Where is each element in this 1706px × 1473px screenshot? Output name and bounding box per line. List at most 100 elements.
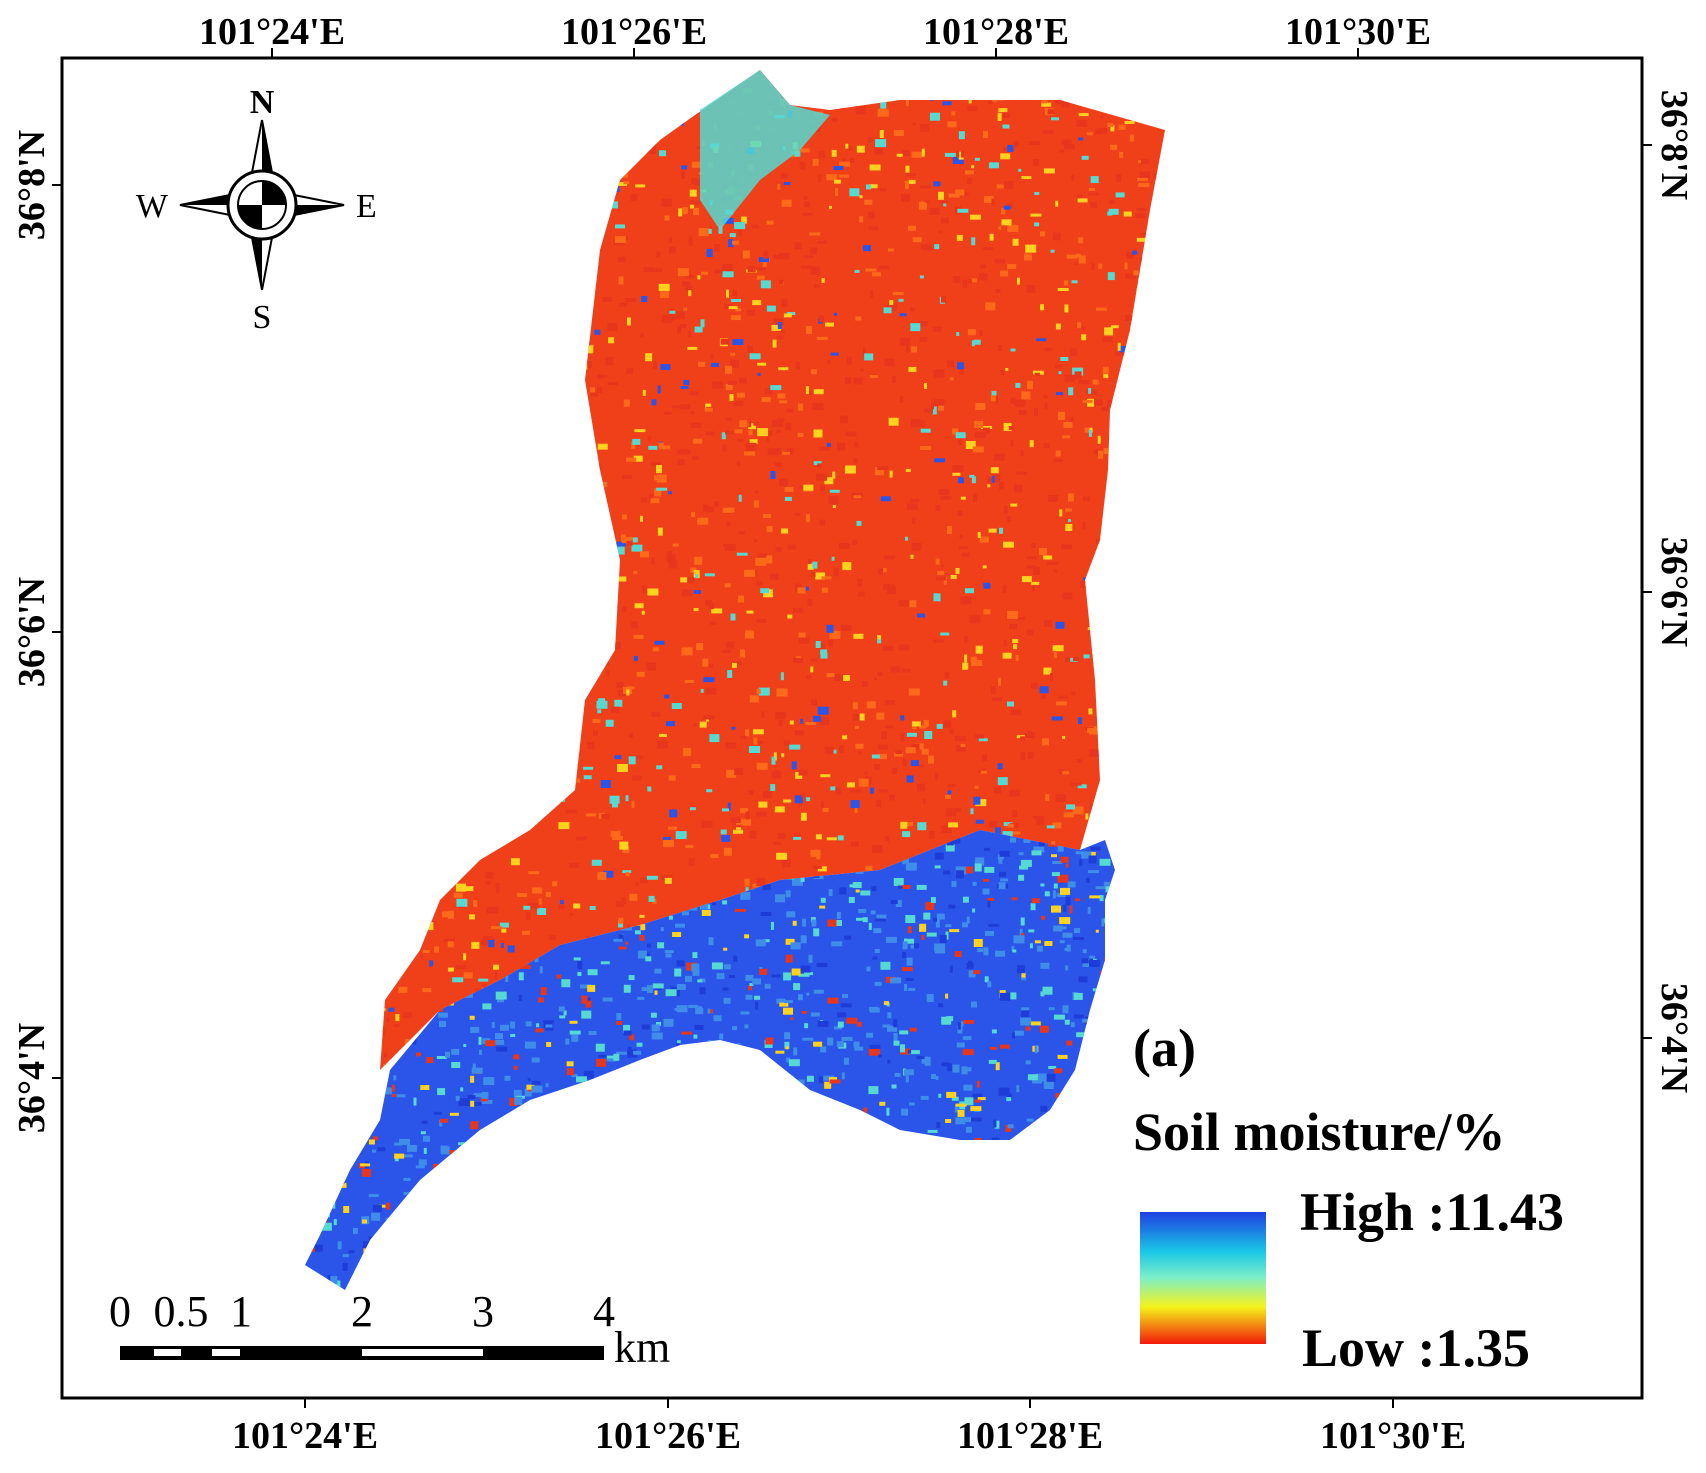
raster-pixel bbox=[776, 429, 782, 433]
raster-pixel bbox=[1090, 846, 1101, 851]
raster-pixel bbox=[973, 939, 983, 947]
raster-pixel bbox=[760, 912, 772, 916]
raster-pixel bbox=[677, 449, 688, 455]
raster-pixel bbox=[959, 369, 965, 375]
raster-pixel bbox=[640, 877, 648, 884]
raster-pixel bbox=[910, 944, 916, 949]
raster-pixel bbox=[535, 1028, 544, 1033]
raster-pixel bbox=[470, 1100, 475, 1107]
raster-pixel bbox=[999, 871, 1006, 877]
raster-pixel bbox=[1034, 192, 1040, 195]
raster-pixel bbox=[771, 921, 774, 930]
raster-pixel bbox=[722, 444, 727, 452]
raster-pixel bbox=[730, 352, 736, 356]
raster-pixel bbox=[1027, 752, 1034, 760]
raster-pixel bbox=[963, 1084, 973, 1091]
raster-pixel bbox=[722, 987, 729, 991]
raster-pixel bbox=[734, 429, 743, 434]
raster-pixel bbox=[612, 836, 623, 840]
raster-pixel bbox=[1110, 125, 1115, 132]
raster-pixel bbox=[977, 769, 982, 773]
raster-pixel bbox=[745, 994, 753, 1000]
raster-pixel bbox=[597, 443, 608, 450]
raster-pixel bbox=[883, 307, 892, 314]
raster-pixel bbox=[1017, 277, 1020, 285]
raster-pixel bbox=[621, 897, 626, 905]
raster-pixel bbox=[449, 1112, 459, 1116]
raster-pixel bbox=[1061, 544, 1073, 550]
raster-pixel bbox=[603, 870, 614, 878]
bottom-lon-label: 101°26'E bbox=[595, 1415, 741, 1457]
raster-pixel bbox=[725, 641, 734, 649]
raster-pixel bbox=[857, 591, 865, 597]
raster-pixel bbox=[797, 994, 803, 1001]
raster-pixel bbox=[651, 399, 657, 406]
raster-pixel bbox=[794, 730, 804, 736]
raster-pixel bbox=[694, 556, 703, 565]
raster-pixel bbox=[1085, 813, 1089, 820]
raster-pixel bbox=[959, 534, 963, 539]
raster-pixel bbox=[918, 201, 927, 210]
raster-pixel bbox=[500, 1024, 509, 1031]
top-lon-label: 101°28'E bbox=[923, 11, 1069, 53]
raster-pixel bbox=[766, 220, 774, 225]
raster-pixel bbox=[991, 1137, 1000, 1142]
raster-pixel bbox=[937, 571, 945, 576]
raster-pixel bbox=[934, 852, 944, 860]
raster-pixel bbox=[1133, 270, 1139, 276]
raster-pixel bbox=[902, 857, 910, 865]
raster-pixel bbox=[1089, 960, 1100, 967]
raster-pixel bbox=[1090, 176, 1099, 184]
raster-pixel bbox=[1055, 99, 1065, 105]
raster-pixel bbox=[481, 1091, 489, 1099]
raster-pixel bbox=[972, 1093, 983, 1099]
raster-pixel bbox=[721, 834, 731, 842]
raster-pixel bbox=[647, 985, 653, 993]
raster-pixel bbox=[1031, 543, 1036, 548]
raster-pixel bbox=[786, 1057, 791, 1063]
raster-pixel bbox=[660, 927, 664, 932]
raster-pixel bbox=[874, 148, 884, 155]
raster-pixel bbox=[1048, 1066, 1057, 1069]
raster-pixel bbox=[614, 755, 622, 760]
raster-pixel bbox=[802, 918, 807, 927]
raster-pixel bbox=[710, 1009, 714, 1014]
raster-pixel bbox=[855, 743, 864, 749]
raster-pixel bbox=[876, 914, 887, 921]
raster-pixel bbox=[500, 943, 504, 948]
raster-pixel bbox=[754, 490, 759, 494]
raster-pixel bbox=[455, 964, 467, 969]
raster-pixel bbox=[870, 290, 874, 299]
raster-pixel bbox=[1103, 374, 1109, 379]
raster-pixel bbox=[855, 889, 860, 893]
raster-pixel bbox=[833, 1026, 842, 1030]
raster-pixel bbox=[451, 1062, 461, 1068]
raster-pixel bbox=[623, 181, 630, 185]
raster-pixel bbox=[814, 284, 820, 288]
raster-pixel bbox=[451, 1048, 460, 1055]
raster-pixel bbox=[1034, 1045, 1038, 1054]
raster-pixel bbox=[1057, 288, 1069, 291]
raster-pixel bbox=[911, 151, 923, 158]
raster-pixel bbox=[1084, 427, 1090, 433]
raster-pixel bbox=[1020, 449, 1024, 456]
raster-pixel bbox=[1081, 851, 1092, 859]
scale-seg-white bbox=[154, 1349, 181, 1356]
raster-pixel bbox=[1018, 168, 1022, 172]
raster-pixel bbox=[970, 1117, 982, 1122]
raster-pixel bbox=[1107, 211, 1113, 216]
raster-pixel bbox=[790, 942, 801, 950]
raster-pixel bbox=[386, 1202, 391, 1210]
raster-pixel bbox=[858, 751, 862, 755]
raster-pixel bbox=[988, 528, 997, 533]
raster-pixel bbox=[657, 527, 663, 536]
raster-pixel bbox=[815, 834, 822, 840]
raster-pixel bbox=[853, 633, 864, 639]
raster-pixel bbox=[962, 1049, 974, 1056]
raster-pixel bbox=[613, 938, 623, 942]
raster-pixel bbox=[1104, 327, 1114, 336]
raster-pixel bbox=[1097, 435, 1101, 444]
raster-pixel bbox=[1046, 825, 1055, 829]
raster-pixel bbox=[1029, 943, 1033, 949]
raster-pixel bbox=[762, 884, 771, 891]
